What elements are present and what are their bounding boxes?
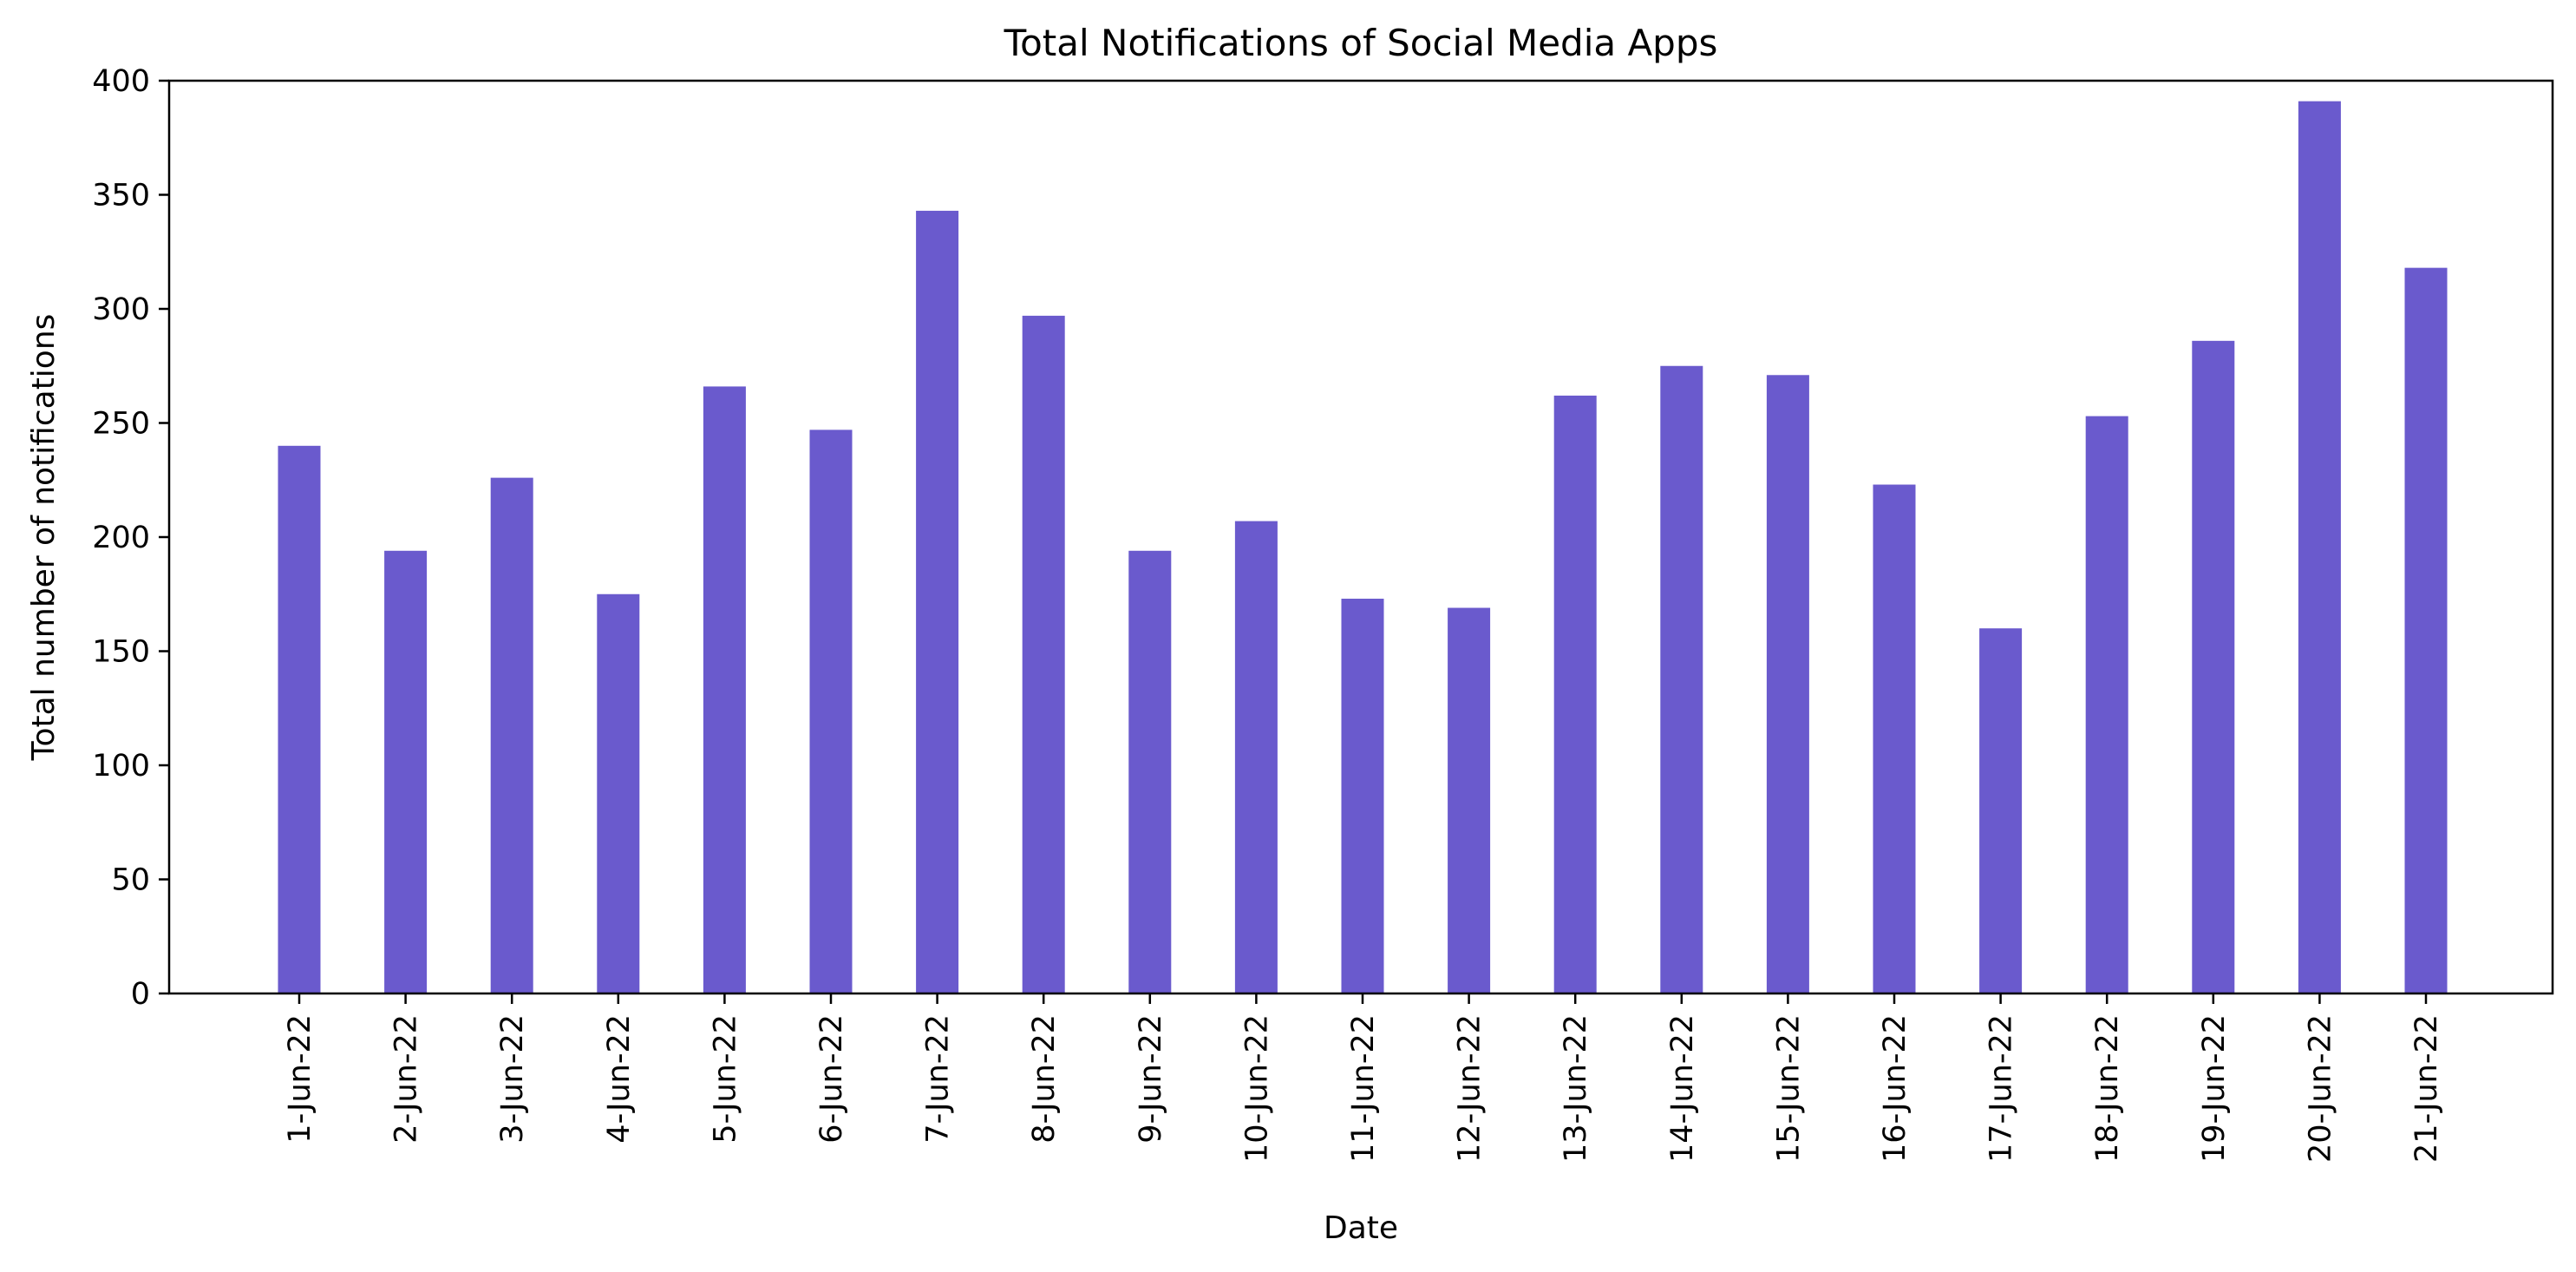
y-tick-label: 0 [131, 977, 150, 1012]
bar-12-Jun-22 [1448, 607, 1491, 993]
bar-5-Jun-22 [703, 386, 746, 993]
x-tick-label: 15-Jun-22 [1771, 1014, 1806, 1163]
y-axis: 0 50 100 150 200 250 300 350 400 [92, 64, 169, 1012]
x-tick-label: 12-Jun-22 [1453, 1014, 1487, 1163]
y-tick-label: 50 [111, 863, 150, 898]
x-tick-label: 11-Jun-22 [1346, 1014, 1381, 1163]
bar-7-Jun-22 [916, 210, 959, 993]
y-tick-label: 100 [92, 749, 150, 784]
bar-17-Jun-22 [1979, 628, 2023, 993]
x-tick-label: 1-Jun-22 [283, 1014, 317, 1144]
bar-4-Jun-22 [597, 593, 640, 993]
x-tick-label: 21-Jun-22 [2409, 1014, 2444, 1163]
x-axis: 1-Jun-22 2-Jun-22 3-Jun-22 4-Jun-22 5-Jun-22… [283, 993, 2444, 1163]
plot-frame [167, 79, 2554, 995]
x-tick-label: 14-Jun-22 [1665, 1014, 1700, 1163]
bar-11-Jun-22 [1341, 599, 1384, 993]
y-tick-label: 200 [92, 521, 150, 555]
x-tick-label: 9-Jun-22 [1134, 1014, 1168, 1144]
x-tick-label: 7-Jun-22 [921, 1014, 956, 1144]
x-tick-label: 17-Jun-22 [1984, 1014, 2019, 1163]
x-tick-label: 4-Jun-22 [602, 1014, 637, 1144]
bar-8-Jun-22 [1022, 315, 1065, 993]
y-tick-label: 350 [92, 179, 150, 213]
bar-18-Jun-22 [2085, 416, 2128, 993]
y-tick-label: 400 [92, 64, 150, 99]
x-tick-label: 19-Jun-22 [2197, 1014, 2232, 1163]
x-tick-label: 16-Jun-22 [1878, 1014, 1912, 1163]
y-axis-label: Total number of notifications [26, 314, 62, 762]
bar-3-Jun-22 [490, 477, 533, 993]
chart-title: Total Notifications of Social Media Apps [1004, 22, 1718, 64]
bar-16-Jun-22 [1873, 484, 1916, 993]
x-tick-label: 13-Jun-22 [1559, 1014, 1593, 1163]
y-tick-label: 300 [92, 292, 150, 327]
x-axis-label: Date [1324, 1210, 1398, 1246]
x-tick-label: 20-Jun-22 [2303, 1014, 2337, 1163]
bar-13-Jun-22 [1553, 395, 1597, 993]
y-tick-label: 150 [92, 635, 150, 670]
y-tick-label: 250 [92, 407, 150, 442]
x-tick-label: 3-Jun-22 [495, 1014, 530, 1144]
bar-14-Jun-22 [1660, 365, 1703, 993]
bar-6-Jun-22 [809, 429, 853, 993]
bar-2-Jun-22 [384, 550, 428, 993]
x-tick-label: 5-Jun-22 [708, 1014, 742, 1144]
x-tick-label: 2-Jun-22 [389, 1014, 424, 1144]
bar-9-Jun-22 [1128, 550, 1172, 993]
bar-10-Jun-22 [1234, 521, 1278, 993]
bar-1-Jun-22 [278, 445, 321, 993]
x-tick-label: 10-Jun-22 [1239, 1014, 1274, 1163]
x-tick-label: 8-Jun-22 [1027, 1014, 1062, 1144]
bars-group [278, 101, 2448, 993]
bar-15-Jun-22 [1766, 375, 1809, 993]
bar-20-Jun-22 [2298, 101, 2341, 993]
bar-21-Jun-22 [2404, 267, 2448, 993]
x-tick-label: 18-Jun-22 [2090, 1014, 2125, 1163]
x-tick-label: 6-Jun-22 [814, 1014, 849, 1144]
bar-19-Jun-22 [2192, 340, 2235, 993]
